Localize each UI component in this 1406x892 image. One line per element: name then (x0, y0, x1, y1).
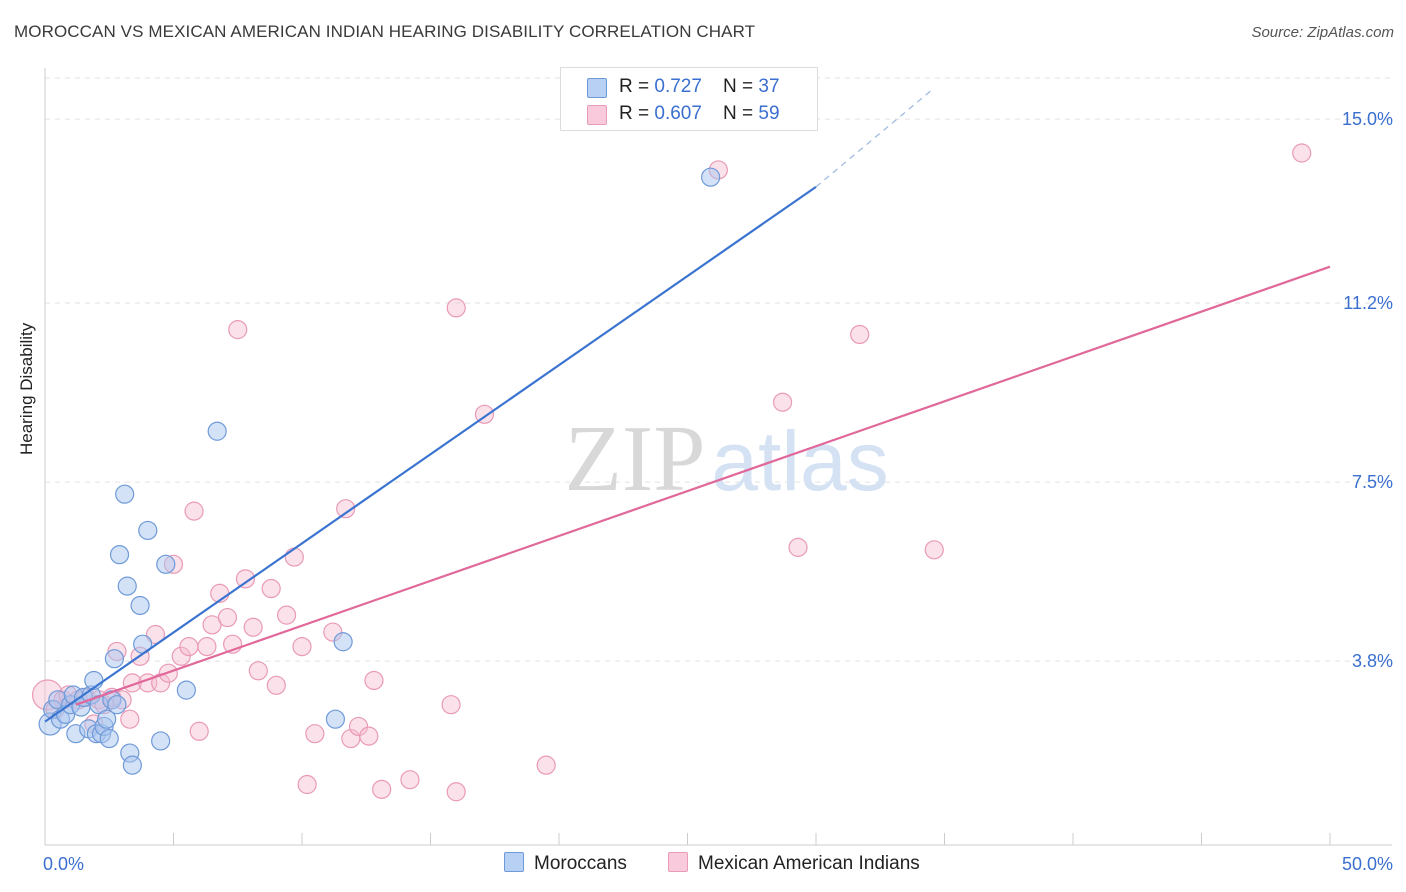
mexican-point (364, 670, 384, 691)
mexican-point (400, 770, 420, 790)
mexican-point (305, 724, 325, 744)
moroccan-swatch (587, 78, 607, 98)
mexican-point (924, 540, 944, 560)
moroccan-point (176, 680, 196, 700)
mexican-point (772, 392, 793, 412)
mexican-point (261, 578, 281, 599)
x-tick-label: 50.0% (1342, 854, 1393, 874)
legend: R = 0.727 N = 37 R = 0.607 N = 59 (560, 67, 818, 131)
moroccan-point (115, 484, 135, 504)
mexican-point (276, 605, 297, 625)
chart-title: MOROCCAN VS MEXICAN AMERICAN INDIAN HEAR… (14, 22, 756, 41)
legend-n-value: 37 (758, 76, 780, 97)
moroccan-point (333, 632, 353, 652)
mexican-point (536, 755, 556, 775)
moroccan-point (156, 554, 176, 574)
mexican-point (446, 782, 466, 802)
moroccan-point (99, 728, 119, 749)
mexican-point (359, 726, 379, 746)
mexican-point (372, 779, 392, 799)
mexican-point (441, 695, 461, 715)
moroccan-point (130, 595, 150, 616)
mexican-point (145, 624, 166, 645)
y-tick-label: 3.8% (1352, 651, 1393, 671)
mexican-point (235, 569, 256, 589)
source-label: Source: ZipAtlas.com (1251, 24, 1394, 41)
mexican-point (788, 537, 808, 557)
mexican-point (228, 320, 248, 340)
moroccan-trend-extension (815, 89, 933, 188)
mexican-swatch (668, 852, 688, 872)
mexican-point (1292, 143, 1312, 163)
legend-r-value: 0.607 (654, 103, 702, 124)
mexican-point (284, 547, 304, 567)
mexican-point (266, 675, 286, 695)
moroccan-swatch (504, 852, 524, 872)
mexican-point (248, 661, 268, 681)
mexican-point (348, 716, 369, 737)
y-tick-label: 11.2% (1343, 293, 1393, 313)
mexican-point (243, 617, 263, 637)
bottom-legend-label: Mexican American Indians (698, 853, 920, 874)
legend-n-value: 59 (758, 103, 780, 124)
watermark-zip: ZIP (565, 407, 706, 511)
moroccan-point (701, 167, 721, 187)
y-tick-label: 15.0% (1342, 109, 1393, 129)
mexican-point (189, 721, 209, 741)
moroccan-point (104, 649, 124, 669)
moroccan-point (151, 731, 171, 751)
mexican-trend-line (75, 265, 1331, 706)
y-tick-label: 7.5% (1352, 472, 1393, 492)
mexican-point (297, 774, 317, 795)
mexican-point (336, 499, 356, 519)
moroccan-point (117, 576, 137, 596)
mexican-point (446, 298, 466, 318)
mexican-point (171, 646, 191, 666)
mexican-point (217, 607, 238, 628)
bottom-legend-mexican: Mexican American Indians (668, 852, 920, 875)
moroccan-point (97, 709, 117, 729)
moroccan-point (122, 755, 142, 775)
mexican-point (184, 501, 204, 521)
moroccan-point (109, 545, 130, 565)
legend-r-label: R = (619, 103, 655, 124)
moroccan-point (138, 520, 158, 541)
moroccan-point (107, 695, 127, 715)
mexican-point (120, 709, 140, 729)
mexican-swatch (587, 105, 607, 125)
moroccan-point (207, 421, 227, 441)
moroccan-trend-line (44, 185, 817, 723)
mexican-point (197, 636, 217, 657)
legend-n-label: N = (723, 103, 759, 124)
moroccan-point (325, 709, 346, 729)
mexican-point (202, 615, 222, 635)
watermark-atlas: atlas (711, 414, 888, 508)
mexican-point (850, 324, 870, 345)
legend-r-label: R = (619, 76, 655, 97)
legend-r-value: 0.727 (654, 76, 702, 97)
bottom-legend-moroccans: Moroccans (504, 852, 627, 875)
legend-n-label: N = (723, 76, 759, 97)
tick-labels: 3.8% 7.5% 11.2% 15.0% 0.0% 50.0% (43, 109, 1393, 874)
y-axis-label: Hearing Disability (17, 322, 36, 455)
x-tick-label: 0.0% (43, 854, 84, 874)
bottom-legend-label: Moroccans (534, 853, 627, 874)
mexican-point (292, 636, 312, 657)
mexican-point (179, 636, 199, 657)
trend-lines (44, 89, 1331, 723)
